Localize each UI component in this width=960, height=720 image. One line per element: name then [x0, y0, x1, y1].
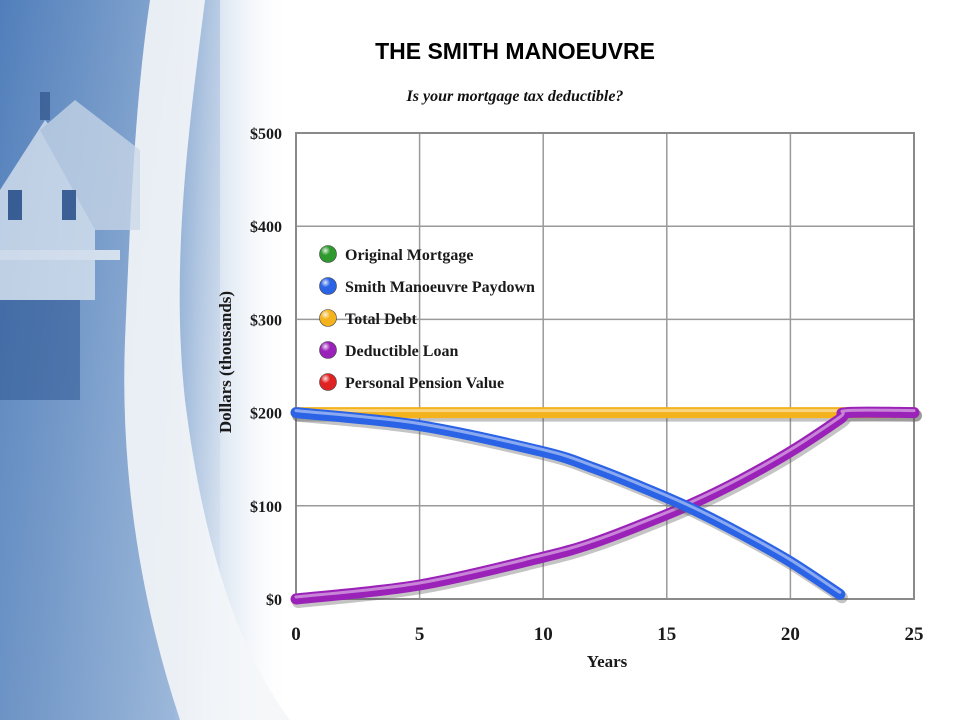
paper-roll: [124, 0, 290, 720]
legend-marker-glare: [319, 309, 337, 327]
series-highlight: [294, 408, 916, 599]
y-tick-label: $300: [250, 312, 282, 329]
plot-area: [296, 133, 914, 599]
x-tick-label: 15: [657, 624, 676, 645]
x-tick-label: 25: [905, 624, 924, 645]
legend-marker-glare: [319, 341, 337, 359]
series-smith-manoeuvre-paydown: [290, 407, 848, 604]
legend-item-total-debt: Total Debt: [319, 309, 418, 328]
legend-marker-glare: [319, 245, 337, 263]
series-total-debt: [290, 407, 922, 422]
legend-item-personal-pension-value: Personal Pension Value: [319, 373, 504, 392]
x-tick-label: 10: [534, 624, 553, 645]
y-tick-label: $100: [250, 499, 282, 516]
plot-border: [295, 132, 915, 600]
legend-item-deductible-loan: Deductible Loan: [319, 341, 458, 360]
legend-label: Deductible Loan: [345, 343, 458, 360]
x-tick-label: 20: [781, 624, 800, 645]
legend-label: Total Debt: [345, 311, 418, 328]
page-subtitle: Is your mortgage tax deductible?: [406, 88, 624, 105]
legend-label: Smith Manoeuvre Paydown: [345, 279, 535, 296]
legend-marker-glare: [319, 373, 337, 391]
legend-label: Personal Pension Value: [345, 375, 504, 392]
series-line: [290, 406, 920, 605]
series-deductible-loan: [290, 406, 922, 608]
y-tick-label: $200: [250, 406, 282, 423]
legend-item-original-mortgage: Original Mortgage: [319, 245, 473, 264]
y-tick-label: $400: [250, 219, 282, 236]
x-tick-label: 0: [291, 624, 301, 645]
series-line: [290, 407, 846, 600]
y-tick-label: $500: [250, 126, 282, 143]
house-silhouette: [0, 92, 140, 300]
x-tick-label: 5: [415, 624, 425, 645]
legend-item-smith-manoeuvre-paydown: Smith Manoeuvre Paydown: [319, 277, 535, 296]
legend-marker-glare: [319, 277, 337, 295]
y-axis-label: Dollars (thousands): [216, 291, 235, 433]
legend-label: Original Mortgage: [345, 247, 473, 264]
page-title: THE SMITH MANOEUVRE: [375, 38, 655, 64]
y-tick-label: $0: [266, 592, 282, 609]
series-highlight: [294, 409, 842, 594]
x-axis-label: Years: [587, 652, 628, 671]
